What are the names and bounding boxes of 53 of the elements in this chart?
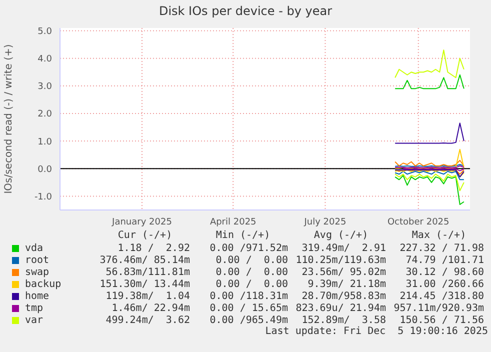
y-tick-label: 4.0 bbox=[38, 54, 52, 65]
text: Avg (-/+) bbox=[312, 230, 370, 242]
text: 0.00 / 0.00 bbox=[214, 254, 289, 266]
legend-label: var bbox=[25, 314, 44, 326]
text: 23.56m/ 95.02m bbox=[300, 266, 387, 278]
text: Max (-/+) bbox=[410, 230, 468, 242]
x-tick-label: April 2025 bbox=[210, 217, 256, 228]
text: 1.18 / 2.92 bbox=[116, 242, 191, 254]
text: 152.89m/ 3.58 bbox=[300, 314, 387, 326]
y-tick-label: 0.0 bbox=[38, 164, 52, 175]
y-tick-label: -1.0 bbox=[34, 192, 52, 202]
text: 110.25m/119.63m bbox=[294, 254, 387, 266]
x-tick-label: October 2025 bbox=[387, 217, 450, 228]
legend-label: backup bbox=[25, 278, 62, 290]
legend-label: home bbox=[25, 290, 50, 302]
text: 499.24m/ 3.62 bbox=[104, 314, 191, 326]
text: 151.30m/ 13.44m bbox=[98, 278, 191, 290]
text: 823.69u/ 21.94m bbox=[294, 302, 387, 314]
text: 150.56 / 71.56 bbox=[398, 314, 485, 326]
text: 227.32 / 71.98 bbox=[398, 242, 485, 254]
text: 214.45 /318.80 bbox=[398, 290, 485, 302]
legend-label: root bbox=[25, 254, 50, 266]
x-tick-label: July 2025 bbox=[303, 217, 346, 228]
y-axis-title: IOs/second read (-) / write (+) bbox=[4, 44, 15, 194]
y-tick-label: 5.0 bbox=[38, 26, 52, 37]
y-tick-label: 1.0 bbox=[38, 137, 52, 148]
text: 0.00 / 15.65m bbox=[208, 302, 289, 314]
text: Last update: Fri Dec 5 19:00:16 2025 bbox=[264, 326, 488, 338]
text: 0.00 /971.52m bbox=[208, 242, 289, 254]
chart-title: Disk IOs per device - by year bbox=[158, 4, 334, 18]
text: 0.00 / 0.00 bbox=[214, 266, 289, 278]
text: 376.46m/ 85.14m bbox=[98, 254, 191, 266]
text: 119.38m/ 1.04 bbox=[104, 290, 191, 302]
text: 9.39m/ 21.18m bbox=[306, 278, 387, 290]
y-tick-label: 3.0 bbox=[38, 82, 52, 92]
text: 0.00 /118.31m bbox=[208, 290, 289, 302]
text: 74.79 /101.71 bbox=[404, 254, 485, 266]
text: 1.46m/ 22.94m bbox=[110, 302, 191, 314]
text: 0.00 /965.49m bbox=[208, 314, 289, 326]
text: 31.00 /260.66 bbox=[404, 278, 485, 290]
text: Min (-/+) bbox=[214, 230, 272, 242]
x-tick-label: January 2025 bbox=[111, 217, 172, 228]
legend-label: tmp bbox=[25, 302, 44, 314]
legend-label: swap bbox=[25, 266, 50, 278]
text: 0.00 / 0.00 bbox=[214, 278, 289, 290]
text: 56.83m/111.81m bbox=[104, 266, 191, 278]
text: 30.12 / 98.60 bbox=[404, 266, 485, 278]
legend-label: vda bbox=[25, 242, 44, 254]
y-tick-label: 2.0 bbox=[38, 110, 52, 120]
text: 28.70m/958.83m bbox=[300, 290, 387, 302]
text: Cur (-/+) bbox=[116, 230, 174, 242]
text: 319.49m/ 2.91 bbox=[300, 242, 387, 254]
text: 957.11m/920.93m bbox=[392, 302, 485, 314]
